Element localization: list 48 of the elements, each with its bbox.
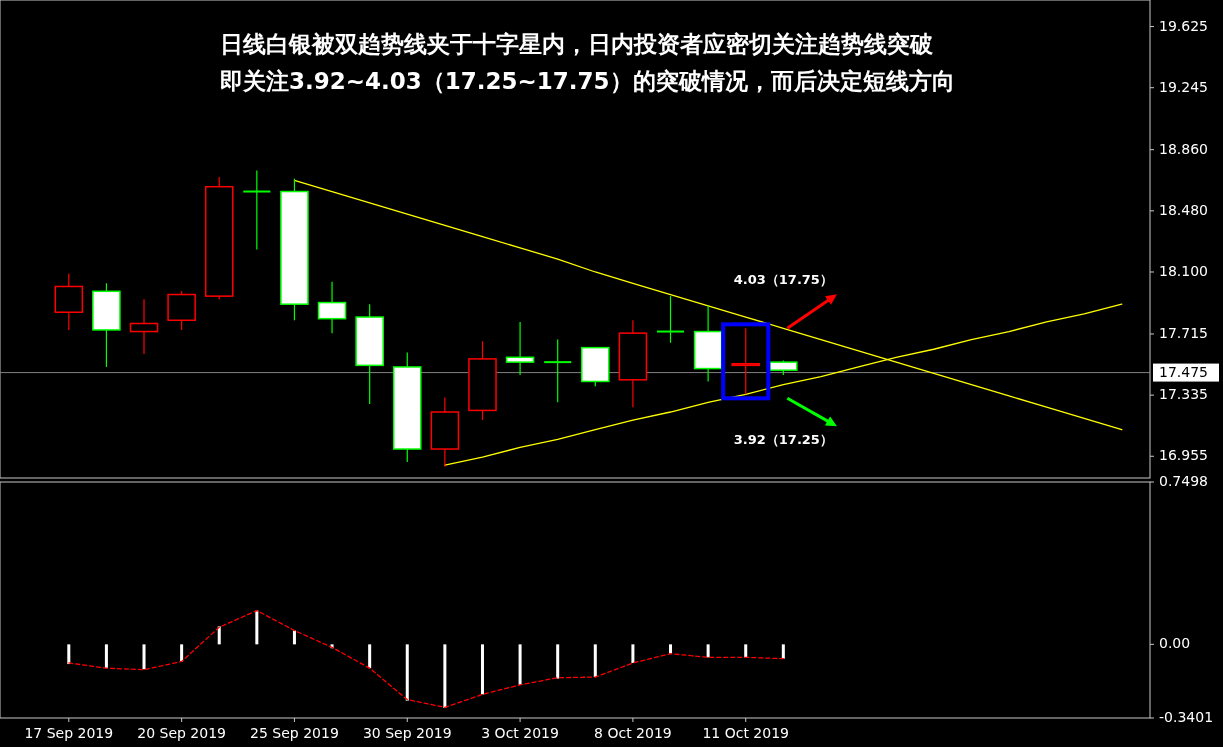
candlestick <box>655 295 686 344</box>
bar <box>556 644 560 679</box>
bar <box>518 644 522 685</box>
bar <box>67 644 71 665</box>
bar <box>180 644 184 662</box>
bar <box>631 644 635 663</box>
x-tick-label: 30 Sep 2019 <box>362 725 452 741</box>
candlestick <box>505 321 535 376</box>
bar <box>104 644 108 669</box>
x-tick-label: 8 Oct 2019 <box>594 725 672 741</box>
y-tick-label: 17.335 <box>1159 386 1208 403</box>
x-tick-label: 17 Sep 2019 <box>24 725 114 741</box>
bar <box>368 644 372 669</box>
candlestick <box>129 298 159 355</box>
x-tick-label: 25 Sep 2019 <box>250 725 339 741</box>
bar <box>217 626 221 645</box>
y-tick-label: 0.00 <box>1159 635 1191 652</box>
bar <box>443 644 447 709</box>
y-tick-label: 19.245 <box>1159 78 1208 95</box>
candlestick <box>543 338 573 403</box>
bar <box>480 644 484 695</box>
y-tick-label: 18.100 <box>1159 262 1208 279</box>
bar <box>405 644 409 701</box>
bar <box>781 644 785 659</box>
text: 日线白银被双趋势线夹于十字星内，日内投资者应密切关注趋势线突破 <box>220 31 934 57</box>
x-tick-label: 20 Sep 2019 <box>137 725 226 741</box>
y-tick-label: 17.715 <box>1159 324 1208 341</box>
bar <box>142 644 146 670</box>
candlestick <box>242 170 272 251</box>
bar <box>706 644 710 658</box>
y-tick-label: -0.3401 <box>1159 709 1214 725</box>
text: 即关注3.92~4.03（17.25~17.75）的突破情况，而后决定短线方向 <box>220 68 955 94</box>
x-tick-label: 3 Oct 2019 <box>481 725 559 741</box>
candlestick <box>731 327 761 395</box>
y-tick-label: 16.955 <box>1159 447 1208 464</box>
y-tick-label: 19.625 <box>1159 17 1208 34</box>
y-tick-label: 18.480 <box>1159 201 1208 218</box>
annotation: 4.03（17.75） <box>733 272 833 288</box>
ref-line-label: 17.475 <box>1159 363 1208 380</box>
y-tick-label: 0.7498 <box>1159 473 1208 489</box>
x-tick-label: 11 Oct 2019 <box>702 725 790 741</box>
bar <box>744 644 748 658</box>
bar <box>292 630 296 645</box>
bar <box>255 610 259 645</box>
line-series <box>68 609 784 709</box>
bar <box>593 644 597 678</box>
y-tick-label: 18.860 <box>1159 140 1208 157</box>
annotation: 3.92（17.25） <box>733 432 833 448</box>
